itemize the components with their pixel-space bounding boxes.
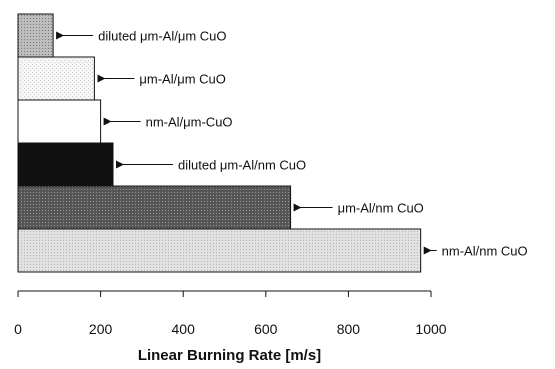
bar-4 bbox=[17, 185, 292, 230]
bar-3 bbox=[17, 142, 114, 187]
bar-2 bbox=[17, 99, 102, 144]
x-ticks: 0 200 400 600 800 1000 bbox=[14, 291, 447, 337]
x-tick-label-3: 600 bbox=[254, 321, 278, 337]
bar-5 bbox=[17, 228, 422, 273]
bar-label-0: diluted μm-Al/μm CuO bbox=[98, 29, 226, 44]
bar-label-4: μm-Al/nm CuO bbox=[338, 201, 424, 216]
x-tick-label-1: 200 bbox=[89, 321, 113, 337]
bar-label-1: μm-Al/μm CuO bbox=[139, 72, 225, 87]
bar-1 bbox=[17, 56, 95, 101]
bar-label-3: diluted μm-Al/nm CuO bbox=[178, 158, 306, 173]
x-axis: 0 200 400 600 800 1000 Linear Burning Rate [m… bbox=[14, 290, 447, 364]
x-tick-label-2: 400 bbox=[172, 321, 196, 337]
x-axis-title: Linear Burning Rate [m/s] bbox=[138, 347, 321, 364]
bar-label-5: nm-Al/nm CuO bbox=[442, 244, 528, 259]
bars-group bbox=[17, 13, 422, 273]
bar-0 bbox=[17, 13, 54, 58]
x-tick-label-0: 0 bbox=[14, 321, 22, 337]
bar-label-2: nm-Al/μm-CuO bbox=[146, 115, 233, 130]
x-tick-label-4: 800 bbox=[337, 321, 361, 337]
annotations-group: diluted μm-Al/μm CuO μm-Al/μm CuO nm-Al/μm… bbox=[56, 29, 528, 259]
x-tick-label-5: 1000 bbox=[415, 321, 446, 337]
